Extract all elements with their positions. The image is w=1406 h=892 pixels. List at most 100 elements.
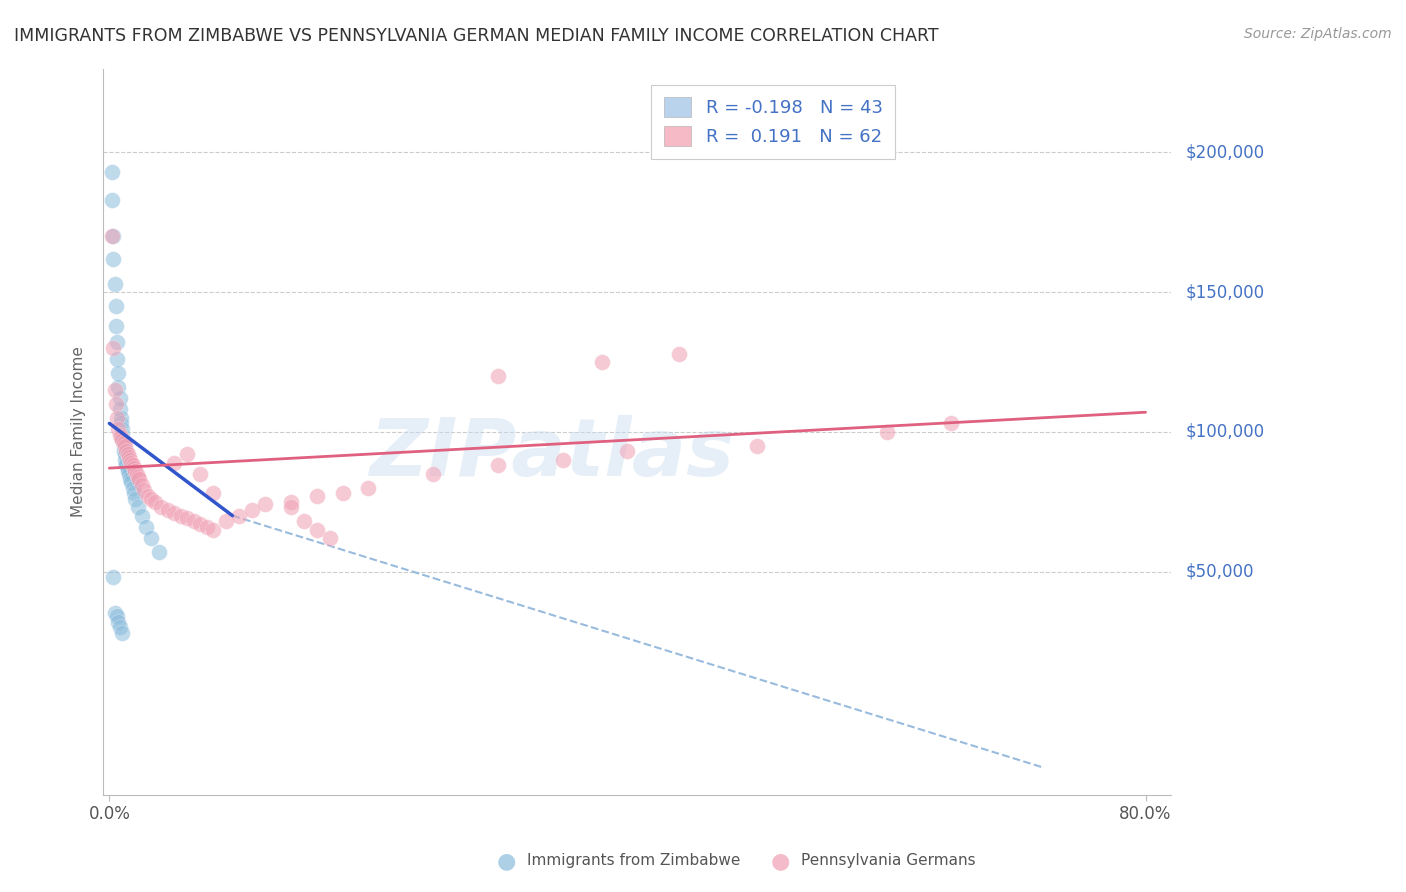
Point bbox=[127, 469, 149, 483]
Point bbox=[127, 500, 149, 515]
Point bbox=[115, 458, 138, 473]
Point bbox=[357, 481, 380, 495]
Text: ●: ● bbox=[770, 851, 790, 871]
Point bbox=[139, 491, 162, 506]
Point bbox=[103, 570, 125, 584]
Point bbox=[103, 229, 125, 244]
Point bbox=[104, 299, 127, 313]
Point bbox=[305, 489, 328, 503]
Text: ●: ● bbox=[496, 851, 516, 871]
Point bbox=[110, 417, 132, 431]
Point bbox=[111, 433, 134, 447]
Text: IMMIGRANTS FROM ZIMBABWE VS PENNSYLVANIA GERMAN MEDIAN FAMILY INCOME CORRELATION: IMMIGRANTS FROM ZIMBABWE VS PENNSYLVANIA… bbox=[14, 27, 939, 45]
Point bbox=[108, 402, 131, 417]
Point bbox=[183, 514, 205, 528]
Point bbox=[253, 498, 276, 512]
Point bbox=[107, 422, 129, 436]
Point bbox=[114, 452, 136, 467]
Point bbox=[118, 467, 141, 481]
Point bbox=[143, 494, 166, 508]
Point bbox=[105, 335, 128, 350]
Point bbox=[110, 430, 132, 444]
Point bbox=[104, 397, 127, 411]
Point bbox=[215, 514, 238, 528]
Point bbox=[422, 467, 444, 481]
Point bbox=[118, 450, 141, 464]
Point bbox=[188, 467, 211, 481]
Point bbox=[305, 523, 328, 537]
Point bbox=[117, 464, 139, 478]
Y-axis label: Median Family Income: Median Family Income bbox=[72, 346, 86, 517]
Legend: R = -0.198   N = 43, R =  0.191   N = 62: R = -0.198 N = 43, R = 0.191 N = 62 bbox=[651, 85, 896, 159]
Point bbox=[125, 467, 148, 481]
Point bbox=[176, 447, 198, 461]
Point bbox=[163, 506, 186, 520]
Point bbox=[110, 410, 132, 425]
Point bbox=[112, 436, 135, 450]
Text: Immigrants from Zimbabwe: Immigrants from Zimbabwe bbox=[527, 854, 741, 868]
Point bbox=[107, 615, 129, 629]
Point bbox=[107, 366, 129, 380]
Point bbox=[122, 461, 145, 475]
Point bbox=[941, 417, 963, 431]
Point bbox=[169, 508, 191, 523]
Point bbox=[228, 508, 250, 523]
Point bbox=[114, 439, 136, 453]
Point bbox=[124, 464, 146, 478]
Point bbox=[112, 439, 135, 453]
Point bbox=[120, 452, 142, 467]
Point bbox=[104, 318, 127, 333]
Point bbox=[195, 520, 218, 534]
Point bbox=[131, 508, 153, 523]
Text: $200,000: $200,000 bbox=[1185, 144, 1264, 161]
Point bbox=[240, 503, 263, 517]
Point bbox=[128, 472, 150, 486]
Point bbox=[876, 425, 898, 439]
Point bbox=[551, 452, 574, 467]
Point bbox=[111, 433, 134, 447]
Point bbox=[318, 531, 340, 545]
Point bbox=[163, 456, 186, 470]
Point bbox=[292, 514, 315, 528]
Point bbox=[616, 444, 638, 458]
Point bbox=[120, 472, 142, 486]
Point bbox=[121, 481, 143, 495]
Point bbox=[591, 355, 613, 369]
Point bbox=[101, 165, 124, 179]
Point bbox=[148, 545, 170, 559]
Point bbox=[101, 193, 124, 207]
Point bbox=[156, 503, 179, 517]
Point bbox=[105, 410, 128, 425]
Point bbox=[280, 500, 302, 515]
Point bbox=[201, 523, 224, 537]
Text: $100,000: $100,000 bbox=[1185, 423, 1264, 441]
Point bbox=[105, 609, 128, 624]
Point bbox=[105, 352, 128, 367]
Text: ZIPatlas: ZIPatlas bbox=[370, 415, 734, 492]
Point bbox=[124, 491, 146, 506]
Point bbox=[103, 277, 125, 291]
Point bbox=[111, 427, 134, 442]
Point bbox=[122, 486, 145, 500]
Point bbox=[115, 444, 138, 458]
Point bbox=[117, 447, 139, 461]
Point bbox=[150, 500, 173, 515]
Point bbox=[103, 341, 125, 355]
Point bbox=[201, 486, 224, 500]
Text: Pennsylvania Germans: Pennsylvania Germans bbox=[801, 854, 976, 868]
Point bbox=[108, 620, 131, 634]
Point bbox=[115, 456, 138, 470]
Point bbox=[103, 607, 125, 621]
Point bbox=[745, 439, 768, 453]
Point bbox=[112, 444, 135, 458]
Point bbox=[120, 456, 142, 470]
Text: $50,000: $50,000 bbox=[1185, 563, 1254, 581]
Point bbox=[332, 486, 354, 500]
Point bbox=[135, 520, 157, 534]
Point bbox=[103, 252, 125, 266]
Point bbox=[117, 461, 139, 475]
Point bbox=[111, 422, 134, 436]
Point bbox=[108, 427, 131, 442]
Point bbox=[120, 475, 142, 489]
Point bbox=[131, 478, 153, 492]
